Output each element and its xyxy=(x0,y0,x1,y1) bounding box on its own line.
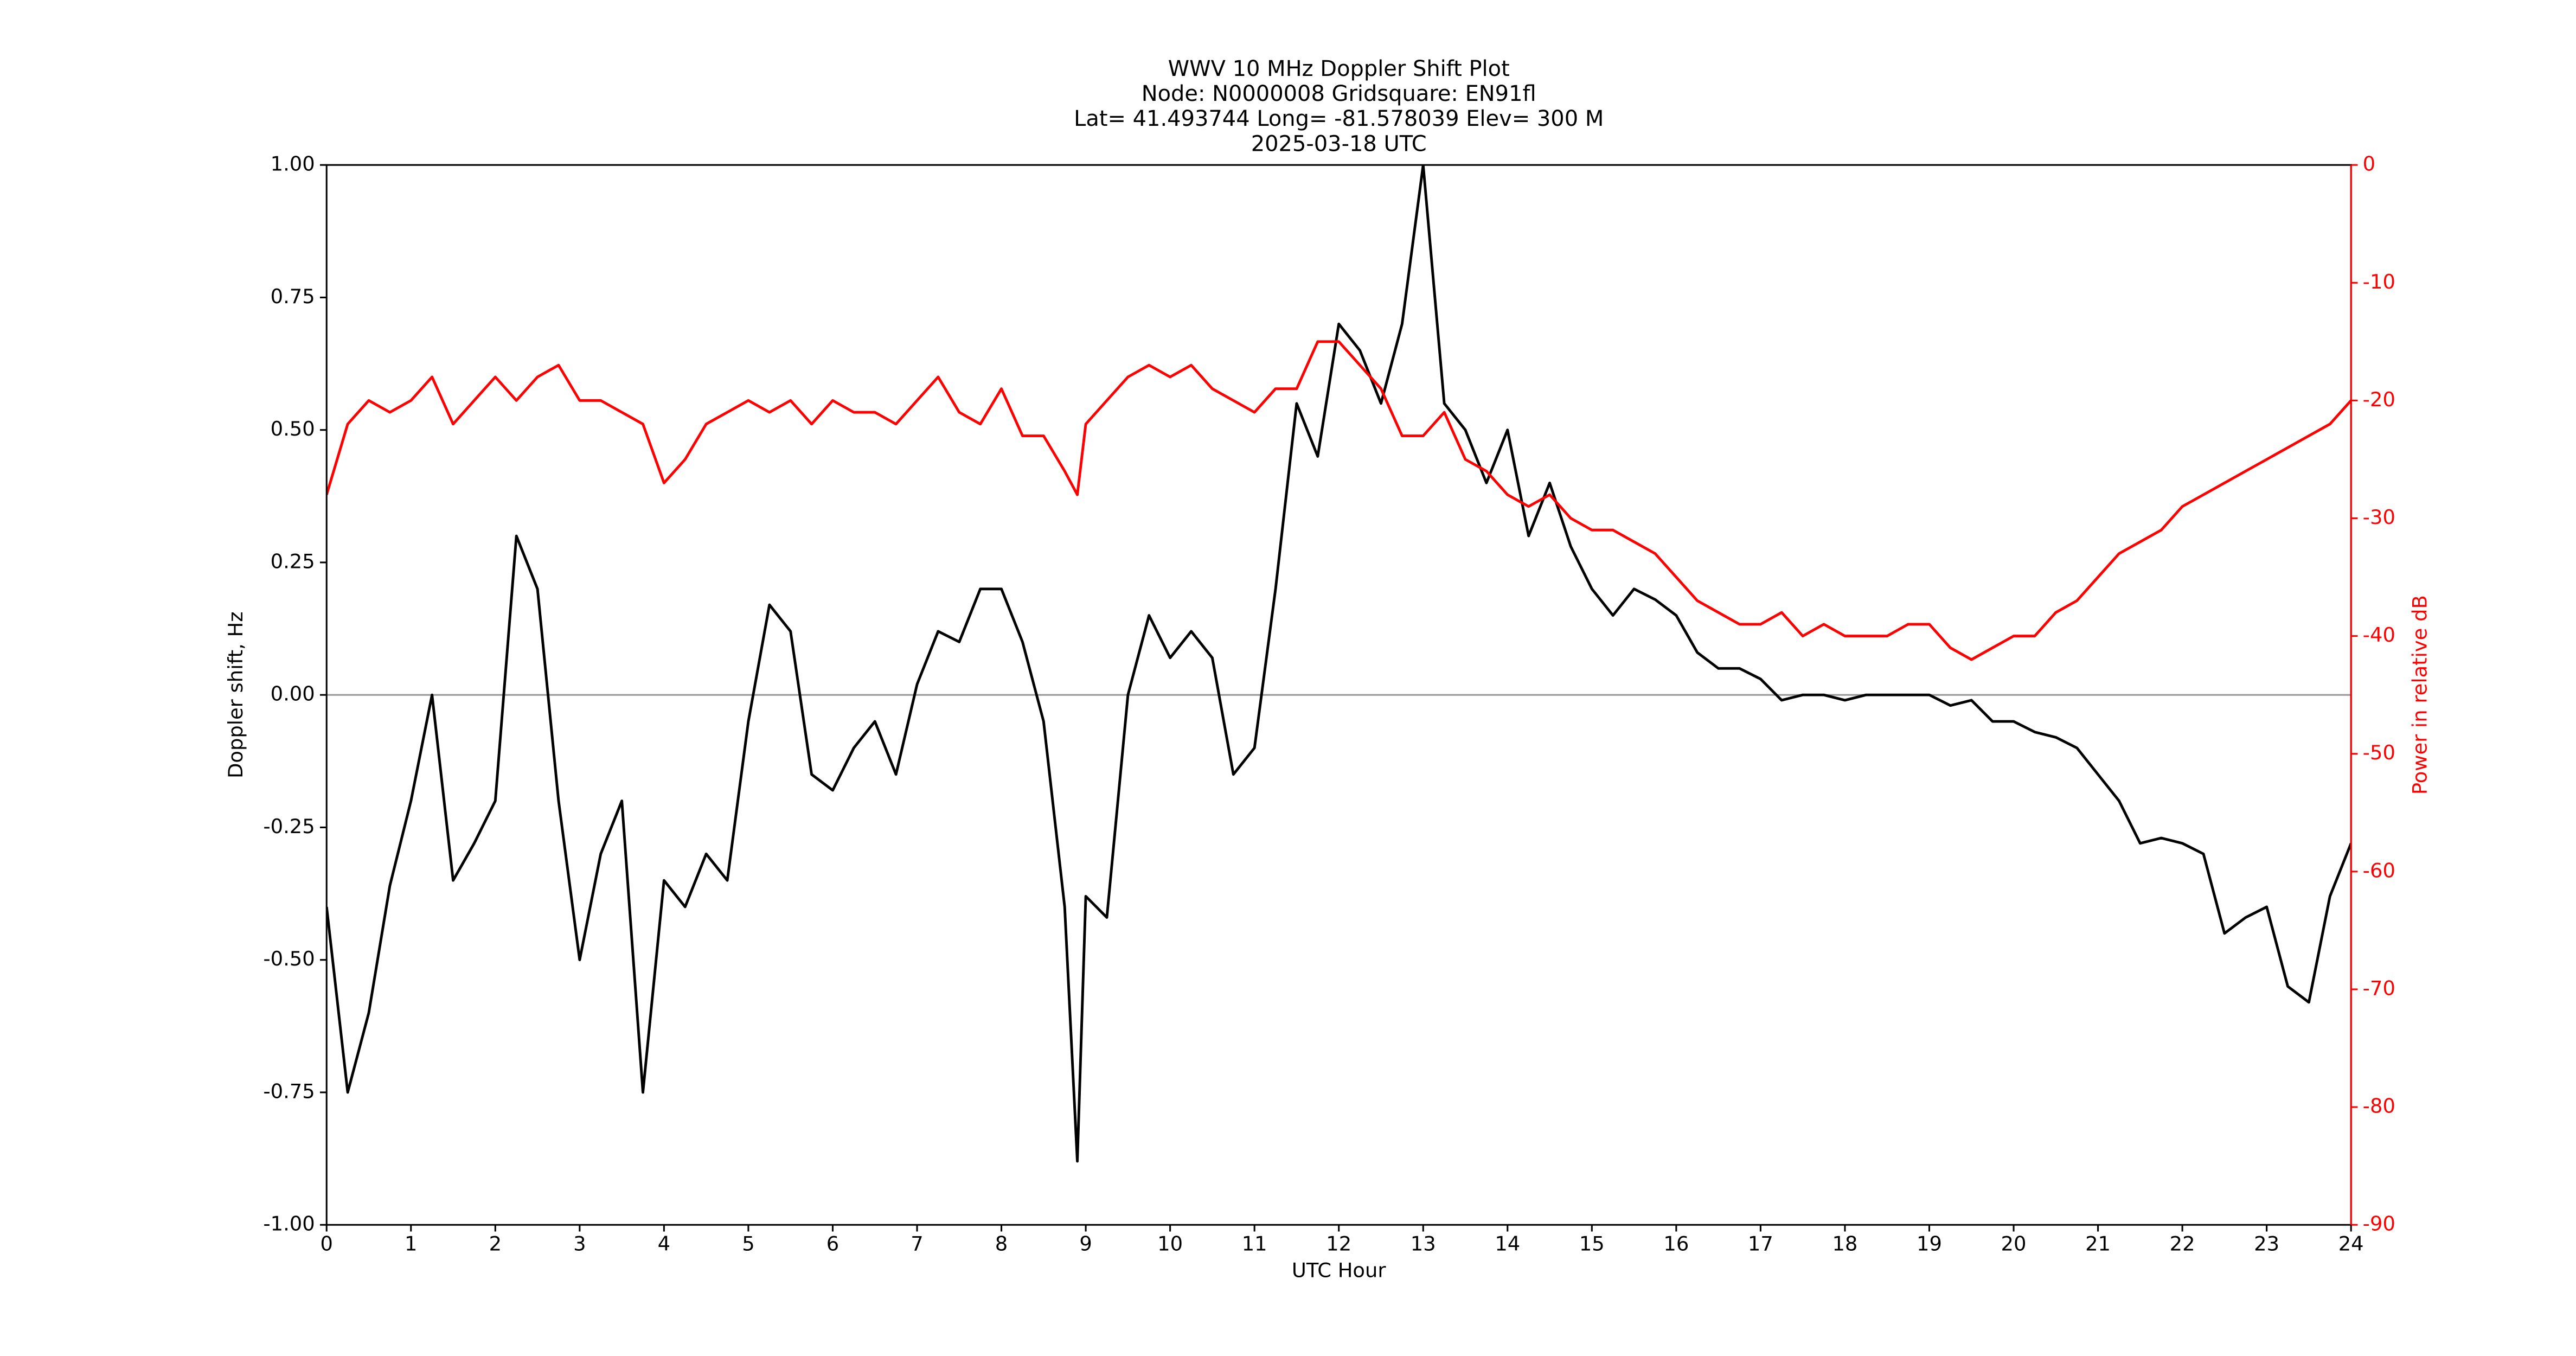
y2-tick-label: -10 xyxy=(2363,270,2395,293)
y-tick-label: -0.25 xyxy=(263,815,315,838)
x-tick-label: 20 xyxy=(2001,1232,2027,1256)
x-tick-label: 5 xyxy=(742,1232,754,1256)
x-tick-label: 17 xyxy=(1748,1232,1773,1256)
x-tick-label: 2 xyxy=(489,1232,502,1256)
y-tick-label: 0.75 xyxy=(271,285,315,308)
y-axis-label: Doppler shift, Hz xyxy=(224,611,247,778)
y2-tick-label: -60 xyxy=(2363,859,2395,882)
y2-tick-label: -80 xyxy=(2363,1095,2395,1118)
x-tick-label: 11 xyxy=(1242,1232,1267,1256)
x-tick-label: 14 xyxy=(1495,1232,1520,1256)
y-tick-label: -0.50 xyxy=(263,947,315,970)
chart-title: 2025-03-18 UTC xyxy=(1251,131,1427,156)
y-tick-label: 0.00 xyxy=(271,682,315,706)
y2-axis-label: Power in relative dB xyxy=(2408,595,2432,795)
chart-title: Node: N0000008 Gridsquare: EN91fl xyxy=(1142,81,1536,106)
x-tick-label: 8 xyxy=(995,1232,1008,1256)
y2-tick-label: -90 xyxy=(2363,1212,2395,1236)
x-tick-label: 21 xyxy=(2085,1232,2111,1256)
y2-tick-label: -30 xyxy=(2363,506,2395,529)
y2-tick-label: 0 xyxy=(2363,152,2375,176)
y-tick-label: -1.00 xyxy=(263,1212,315,1236)
x-tick-label: 16 xyxy=(1663,1232,1689,1256)
x-tick-label: 15 xyxy=(1579,1232,1605,1256)
y-tick-label: 1.00 xyxy=(271,152,315,176)
y-tick-label: 0.25 xyxy=(271,549,315,573)
x-tick-label: 13 xyxy=(1411,1232,1436,1256)
chart-title: Lat= 41.493744 Long= -81.578039 Elev= 30… xyxy=(1074,106,1604,131)
x-tick-label: 4 xyxy=(658,1232,670,1256)
x-axis-label: UTC Hour xyxy=(1292,1259,1386,1282)
y2-tick-label: -20 xyxy=(2363,388,2395,411)
x-tick-label: 3 xyxy=(573,1232,586,1256)
x-tick-label: 18 xyxy=(1832,1232,1857,1256)
x-tick-label: 10 xyxy=(1157,1232,1183,1256)
x-tick-label: 7 xyxy=(911,1232,923,1256)
chart-title: WWV 10 MHz Doppler Shift Plot xyxy=(1168,56,1510,81)
x-tick-label: 24 xyxy=(2338,1232,2364,1256)
series-line xyxy=(326,165,2351,1163)
x-tick-label: 0 xyxy=(321,1232,333,1256)
x-tick-label: 23 xyxy=(2254,1232,2279,1256)
x-tick-label: 22 xyxy=(2170,1232,2195,1256)
y-tick-label: 0.50 xyxy=(271,417,315,440)
y2-tick-label: -70 xyxy=(2363,976,2395,1000)
series-line xyxy=(326,340,2351,661)
x-tick-label: 19 xyxy=(1917,1232,1942,1256)
y2-tick-label: -50 xyxy=(2363,741,2395,764)
x-tick-label: 1 xyxy=(405,1232,417,1256)
x-tick-label: 9 xyxy=(1079,1232,1092,1256)
y-tick-label: -0.75 xyxy=(263,1079,315,1103)
x-tick-label: 6 xyxy=(826,1232,839,1256)
y2-tick-label: -40 xyxy=(2363,623,2395,647)
x-tick-label: 12 xyxy=(1326,1232,1351,1256)
